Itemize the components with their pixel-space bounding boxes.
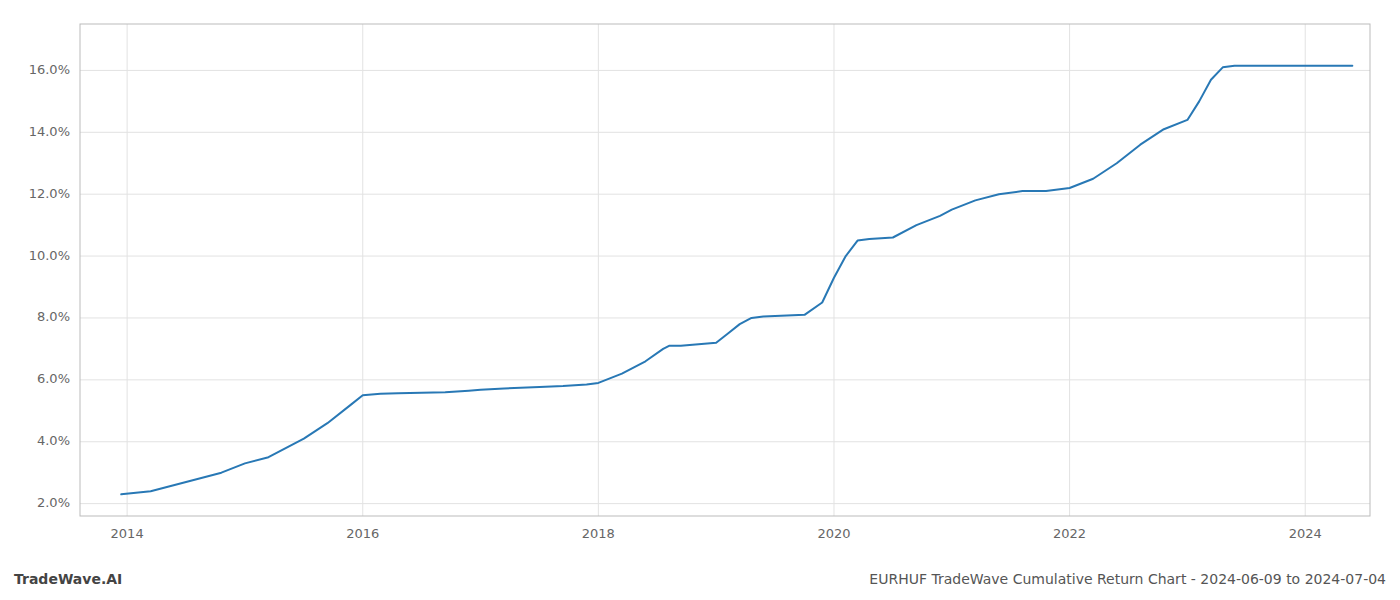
background: [0, 0, 1400, 600]
y-tick-label: 14.0%: [29, 124, 70, 139]
y-grid-line: [80, 194, 1370, 195]
x-grid-line: [833, 24, 834, 516]
x-tick-label: 2024: [1289, 526, 1322, 541]
y-grid-line: [80, 317, 1370, 318]
footer-title: TradeWave.AI: [14, 571, 122, 587]
x-grid-line: [362, 24, 363, 516]
y-grid-line: [80, 256, 1370, 257]
x-grid-line: [1305, 24, 1306, 516]
x-grid-line: [598, 24, 599, 516]
y-tick-label: 6.0%: [37, 371, 70, 386]
y-grid-line: [80, 132, 1370, 133]
y-tick-label: 8.0%: [37, 309, 70, 324]
chart: 2.0% 4.0% 6.0% 8.0% 10.0% 12.0% 14.0% 16.0% 2014…: [0, 0, 1400, 600]
x-grid-line: [1069, 24, 1070, 516]
axes: 2.0% 4.0% 6.0% 8.0% 10.0% 12.0% 14.0% 16.0% 2014…: [29, 24, 1370, 541]
y-grid-line: [80, 441, 1370, 442]
x-tick-label: 2022: [1053, 526, 1086, 541]
x-tick-label: 2016: [346, 526, 379, 541]
y-tick-label: 16.0%: [29, 62, 70, 77]
plot-frame: [80, 24, 1370, 516]
y-tick-label: 10.0%: [29, 248, 70, 263]
y-grid-line: [80, 379, 1370, 380]
line: [121, 66, 1352, 495]
y-grid-line: [80, 503, 1370, 504]
x-tick-label: 2018: [582, 526, 615, 541]
y-tick-label: 12.0%: [29, 186, 70, 201]
x-tick-label: 2014: [111, 526, 144, 541]
y-grid-line: [80, 70, 1370, 71]
footer-subtitle: EURHUF TradeWave Cumulative Return Chart…: [869, 571, 1386, 587]
y-tick-label: 2.0%: [37, 495, 70, 510]
x-grid-line: [127, 24, 128, 516]
series: [121, 66, 1352, 495]
x-tick-label: 2020: [817, 526, 850, 541]
y-tick-label: 4.0%: [37, 433, 70, 448]
grid: [80, 24, 1370, 516]
